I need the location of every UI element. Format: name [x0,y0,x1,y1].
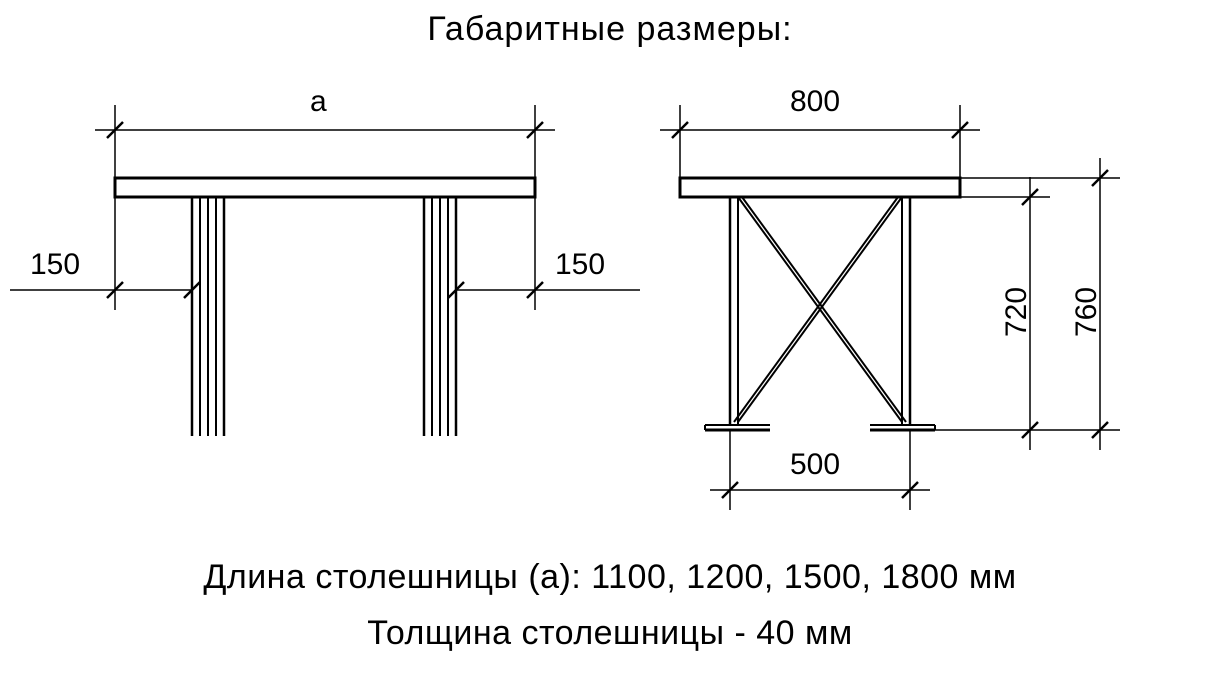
dim-label-150-left: 150 [30,248,80,282]
dim-label-a: a [310,85,327,119]
thickness-spec: Толщина столешницы - 40 мм [367,614,853,653]
dim-label-150-right: 150 [555,248,605,282]
length-spec: Длина столешницы (а): 1100, 1200, 1500, … [203,558,1016,597]
dim-label-800: 800 [790,85,840,119]
dim-label-760: 760 [1070,287,1104,337]
dim-label-720: 720 [1000,287,1034,337]
dim-label-500: 500 [790,448,840,482]
